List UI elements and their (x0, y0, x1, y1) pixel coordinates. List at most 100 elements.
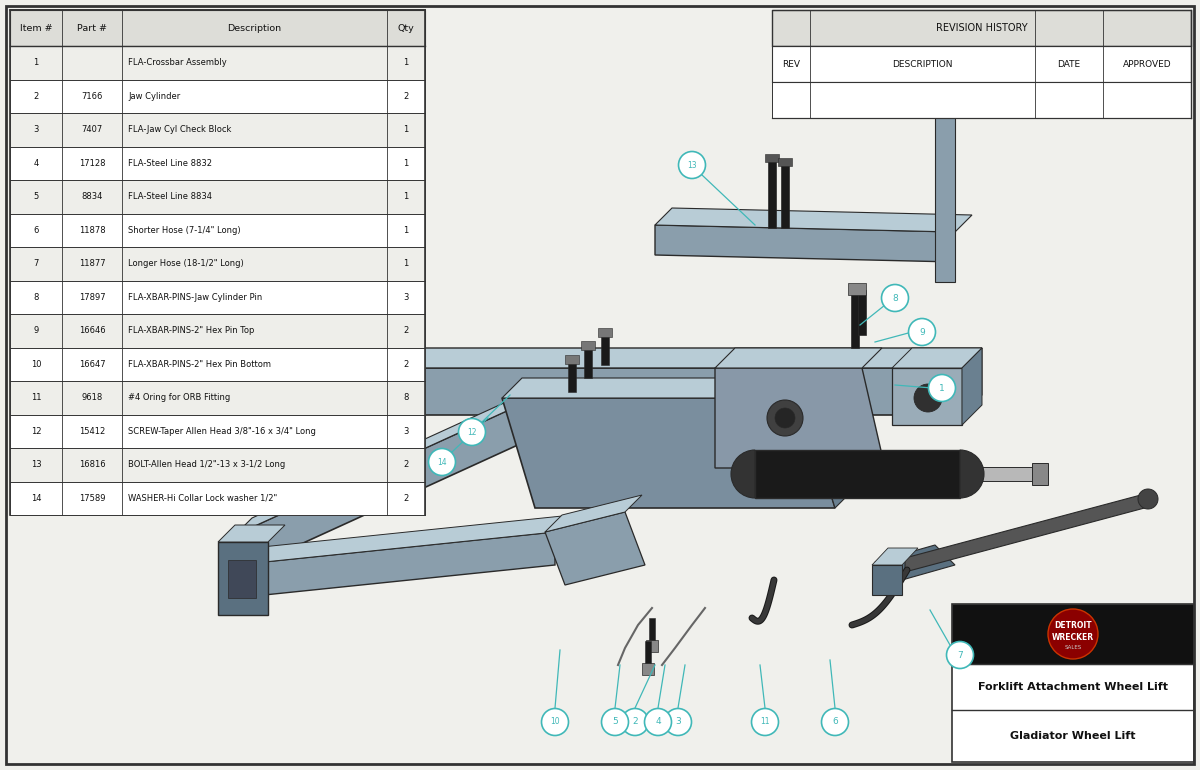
Bar (766, 154, 779, 162)
Bar (598, 328, 612, 337)
Bar (1032, 464, 1048, 484)
Polygon shape (235, 515, 572, 565)
Text: 11: 11 (31, 393, 41, 402)
Text: 14: 14 (437, 457, 446, 467)
Bar (848, 283, 866, 295)
Polygon shape (715, 368, 886, 468)
Text: 1: 1 (403, 159, 409, 168)
Text: 3: 3 (403, 293, 409, 302)
Text: FLA-XBAR-PINS-Jaw Cylinder Pin: FLA-XBAR-PINS-Jaw Cylinder Pin (128, 293, 263, 302)
Text: FLA-Jaw Cyl Check Block: FLA-Jaw Cyl Check Block (128, 126, 232, 134)
Text: 2: 2 (403, 494, 409, 503)
Circle shape (458, 419, 486, 446)
Bar (646, 640, 658, 652)
Bar (781, 160, 790, 228)
Text: 16647: 16647 (79, 360, 106, 369)
Text: 6: 6 (832, 718, 838, 727)
Text: 10: 10 (31, 360, 41, 369)
Text: 2: 2 (403, 360, 409, 369)
Text: 17128: 17128 (79, 159, 106, 168)
Text: 11877: 11877 (79, 259, 106, 268)
Text: 17589: 17589 (79, 494, 106, 503)
Text: Item #: Item # (19, 24, 53, 32)
Circle shape (428, 448, 456, 476)
Text: APPROVED: APPROVED (1123, 59, 1171, 69)
Polygon shape (875, 545, 955, 582)
Bar (10, 247, 425, 280)
Circle shape (1138, 489, 1158, 509)
Bar (772, 82, 1190, 118)
Text: DATE: DATE (1057, 59, 1080, 69)
Text: 7: 7 (34, 259, 38, 268)
Circle shape (678, 152, 706, 179)
Circle shape (882, 284, 908, 312)
Polygon shape (962, 348, 982, 415)
Bar (601, 333, 610, 365)
Bar (581, 341, 595, 350)
Circle shape (644, 708, 672, 735)
Circle shape (775, 408, 796, 428)
Text: 16816: 16816 (79, 460, 106, 469)
Polygon shape (385, 368, 962, 415)
Circle shape (541, 708, 569, 735)
Bar (642, 663, 654, 675)
Text: FLA-XBAR-PINS-2" Hex Pin Top: FLA-XBAR-PINS-2" Hex Pin Top (128, 326, 254, 335)
Polygon shape (935, 102, 955, 282)
Bar (10, 280, 425, 314)
Text: 2: 2 (403, 326, 409, 335)
Polygon shape (218, 542, 268, 615)
Text: 3: 3 (34, 126, 38, 134)
Polygon shape (962, 348, 982, 425)
Text: 2: 2 (34, 92, 38, 101)
Polygon shape (872, 548, 918, 565)
Text: 9: 9 (34, 326, 38, 335)
Text: FLA-Crossbar Assembly: FLA-Crossbar Assembly (128, 59, 227, 67)
Text: 1: 1 (403, 192, 409, 201)
Text: #4 Oring for ORB Fitting: #4 Oring for ORB Fitting (128, 393, 230, 402)
Text: 2: 2 (403, 460, 409, 469)
Text: REV: REV (782, 59, 800, 69)
Circle shape (622, 708, 648, 735)
Text: FLA-XBAR-PINS-2" Hex Pin Bottom: FLA-XBAR-PINS-2" Hex Pin Bottom (128, 360, 271, 369)
Text: Part #: Part # (77, 24, 107, 32)
Text: 4: 4 (655, 718, 661, 727)
Text: 1: 1 (403, 226, 409, 235)
Text: 13: 13 (31, 460, 41, 469)
Text: 5: 5 (34, 192, 38, 201)
Text: WASHER-Hi Collar Lock washer 1/2": WASHER-Hi Collar Lock washer 1/2" (128, 494, 277, 503)
Bar (772, 46, 1190, 82)
Bar (10, 414, 425, 448)
Text: Gladiator Wheel Lift: Gladiator Wheel Lift (1010, 731, 1135, 741)
Bar (772, 10, 1190, 46)
Text: FLA-Steel Line 8834: FLA-Steel Line 8834 (128, 192, 212, 201)
Polygon shape (235, 398, 554, 565)
Polygon shape (655, 208, 972, 232)
Bar (10, 481, 425, 515)
Circle shape (822, 708, 848, 735)
Bar (10, 314, 425, 347)
Circle shape (601, 708, 629, 735)
Text: 1: 1 (403, 126, 409, 134)
Text: 11878: 11878 (79, 226, 106, 235)
Polygon shape (715, 348, 882, 368)
Bar (10, 146, 425, 180)
Text: 7407: 7407 (82, 126, 103, 134)
Circle shape (767, 400, 803, 436)
Bar (10, 180, 425, 213)
Bar (10, 113, 425, 146)
Text: 15412: 15412 (79, 427, 106, 436)
Text: 4: 4 (34, 159, 38, 168)
Polygon shape (655, 225, 955, 262)
Text: 17897: 17897 (79, 293, 106, 302)
Bar (584, 346, 592, 378)
Text: 7: 7 (958, 651, 962, 659)
Text: 1: 1 (34, 59, 38, 67)
Bar (952, 604, 1194, 762)
Text: 16646: 16646 (79, 326, 106, 335)
Bar (228, 560, 256, 598)
Text: 3: 3 (403, 427, 409, 436)
Bar (10, 381, 425, 414)
Bar (858, 290, 866, 335)
Text: 13: 13 (688, 160, 697, 169)
Bar (960, 467, 1032, 481)
